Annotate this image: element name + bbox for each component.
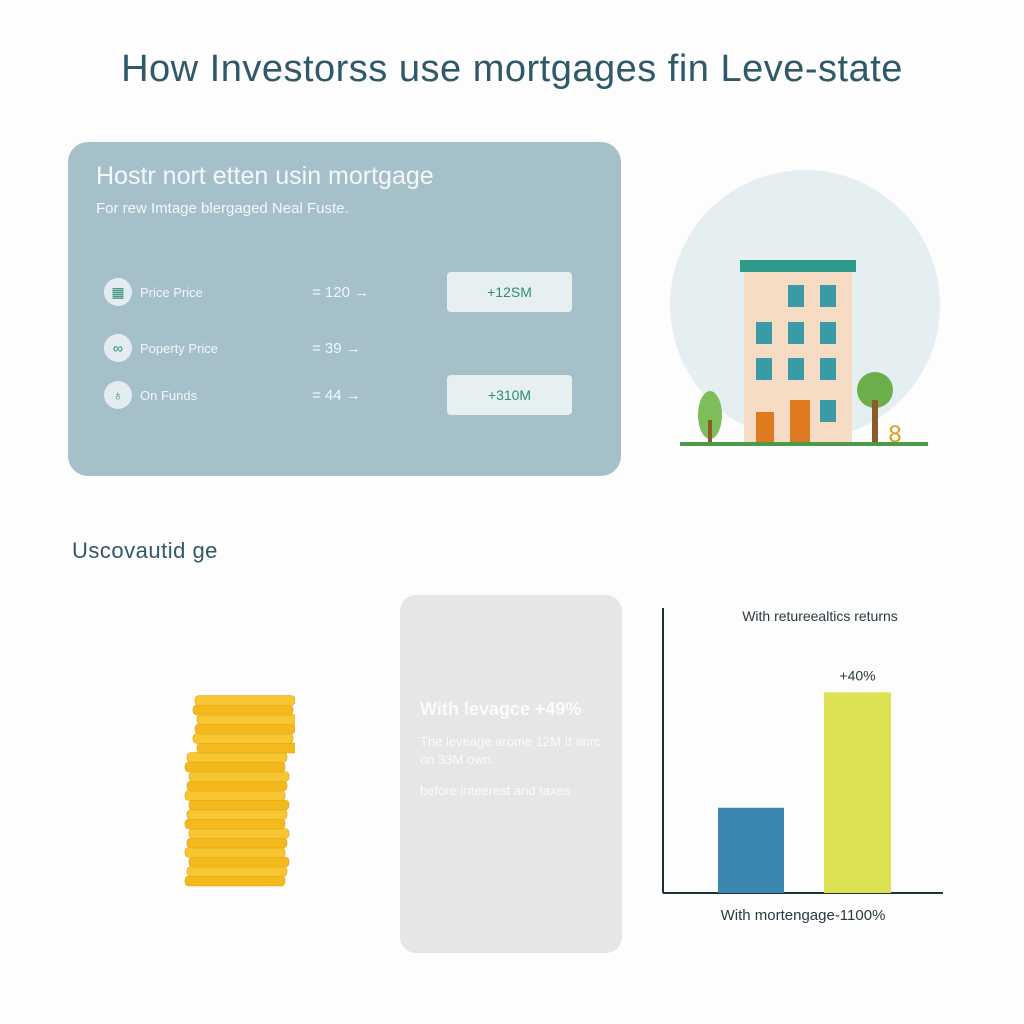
bar-0 xyxy=(718,807,784,893)
leverage-info-card: With levagce +49% The leveage arome 12M … xyxy=(400,595,622,953)
handshake-icon: ∞ xyxy=(104,334,132,362)
section-heading: Uscovautid ge xyxy=(72,538,218,563)
row-label: Poperty Price xyxy=(140,341,219,356)
mortgage-card: Hostr nort etten usin mortgage For rew I… xyxy=(68,142,621,476)
row-label: Price Price xyxy=(140,285,203,300)
svg-text:8: 8 xyxy=(888,423,902,448)
leverage-note: before inteerest and taxes xyxy=(420,783,571,798)
coin-stack-icon xyxy=(184,695,295,887)
card-heading: Hostr nort etten usin mortgage xyxy=(96,162,434,190)
row-funds: ♁ On Funds = 44 → +310M xyxy=(104,375,584,415)
row-result-box: +12SM xyxy=(447,272,572,312)
row-property-price: ∞ Poperty Price = 39 → xyxy=(104,328,584,368)
bar-1 xyxy=(824,692,891,893)
chart-x-label: With mortengage-1100% xyxy=(720,907,886,924)
row-price: ▦ Price Price = 120 → +12SM xyxy=(104,272,584,312)
row-label: On Funds xyxy=(140,388,198,403)
row-value: = 44 → xyxy=(312,387,361,404)
building-icon: ▦ xyxy=(104,278,132,306)
card-subheading: For rew Imtage blergaged Neal Fuste. xyxy=(96,200,349,217)
leverage-body: The leveage arome 12M It anrc on 33M own… xyxy=(420,734,601,767)
building-illustration: 8 xyxy=(680,260,928,448)
row-value: = 120 → xyxy=(312,284,370,301)
returns-bar-chart: +40% xyxy=(662,608,943,894)
row-result-box: +310M xyxy=(447,375,572,415)
money-bag-icon: ♁ xyxy=(104,381,132,409)
leverage-headline: With levagce +49% xyxy=(420,699,582,719)
row-value: = 39 → xyxy=(312,340,361,357)
bar-data-label: +40% xyxy=(839,667,875,683)
page-title: How Investorss use mortgages fin Leve-st… xyxy=(121,48,903,90)
chart-title: With retureealtics returns xyxy=(742,608,898,624)
